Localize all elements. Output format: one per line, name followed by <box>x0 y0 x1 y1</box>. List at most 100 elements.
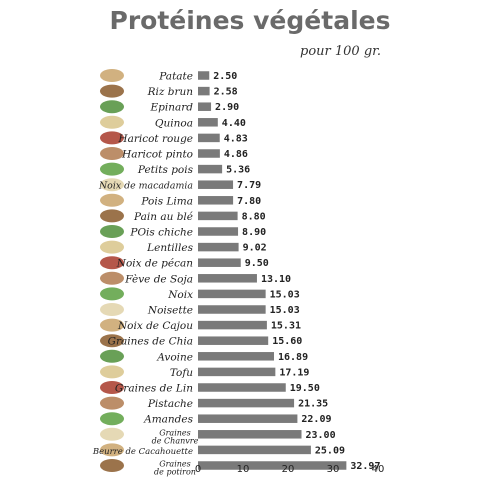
category-label: Noix de Cajou <box>117 320 193 332</box>
value-label: 15.03 <box>270 305 300 316</box>
bar <box>198 242 239 252</box>
value-label: 7.79 <box>237 180 261 191</box>
food-image <box>100 443 124 457</box>
food-image <box>100 178 124 192</box>
bar <box>198 414 298 423</box>
category-label: Riz brun <box>147 86 194 98</box>
bar <box>198 383 286 392</box>
value-label: 2.58 <box>214 87 238 98</box>
value-label: 25.09 <box>315 445 345 456</box>
food-image <box>100 115 124 129</box>
bar <box>198 102 212 111</box>
category-label: Quinoa <box>155 117 193 129</box>
food-image <box>100 459 124 472</box>
category-label: Graines de Chanvre <box>152 428 199 445</box>
x-tick-label: 0 <box>195 464 201 475</box>
category-label: Graines de potiron <box>154 460 196 477</box>
category-label: Noix de pécan <box>116 258 193 270</box>
food-image <box>100 381 124 394</box>
value-label: 8.80 <box>242 211 266 222</box>
category-label: Pois Lima <box>140 195 193 207</box>
bar <box>198 367 276 377</box>
x-tick-label: 10 <box>237 464 250 475</box>
bar <box>198 180 234 189</box>
food-image <box>100 84 124 98</box>
bar <box>198 320 267 330</box>
bar <box>198 289 266 299</box>
category-label: Avoine <box>156 351 193 363</box>
category-label: Noix de macadamia <box>98 181 193 192</box>
value-label: 5.36 <box>226 165 250 176</box>
food-image <box>100 147 124 160</box>
value-label: 32.97 <box>350 461 380 472</box>
value-label: 15.31 <box>271 321 301 332</box>
value-label: 8.90 <box>242 227 266 238</box>
category-label: Petits pois <box>137 164 194 176</box>
food-image <box>100 131 124 145</box>
food-image <box>100 225 124 238</box>
bar <box>198 164 223 174</box>
bar <box>198 133 220 143</box>
value-label: 4.83 <box>224 133 248 144</box>
category-label: Graines de Chia <box>108 336 193 348</box>
bar <box>198 227 239 236</box>
value-label: 15.03 <box>270 289 300 300</box>
chart-subtitle: pour 100 gr. <box>300 44 382 59</box>
food-image <box>100 193 124 207</box>
value-label: 7.80 <box>237 196 261 207</box>
bar <box>198 430 302 439</box>
category-label: Fève de Soja <box>124 273 193 285</box>
category-label: Pain au blé <box>133 211 193 223</box>
food-image <box>100 412 124 426</box>
food-image <box>100 100 124 114</box>
category-label: Haricot rouge <box>117 133 193 145</box>
food-image <box>100 318 124 332</box>
value-label: 4.86 <box>224 149 248 160</box>
value-label: 21.35 <box>298 399 328 410</box>
x-tick-label: 40 <box>372 464 385 475</box>
bar <box>198 211 238 221</box>
value-label: 19.50 <box>290 383 320 394</box>
chart-title: Protéines végétales <box>109 6 391 35</box>
bar <box>198 196 234 205</box>
value-label: 23.00 <box>306 430 336 441</box>
food-image <box>100 240 124 254</box>
value-label: 4.40 <box>222 118 246 129</box>
category-label: Epinard <box>149 102 193 114</box>
food-image <box>100 427 124 441</box>
bar <box>198 398 295 408</box>
food-image <box>100 162 124 176</box>
category-label: Tofu <box>170 367 193 379</box>
bar <box>198 461 347 470</box>
category-label: POis chiche <box>129 227 193 239</box>
food-image <box>100 209 124 223</box>
value-label: 2.90 <box>215 102 239 113</box>
bar <box>198 305 266 314</box>
food-image <box>100 271 124 285</box>
value-label: 2.50 <box>213 71 237 82</box>
food-image <box>100 396 124 410</box>
x-tick-label: 20 <box>282 464 295 475</box>
bar <box>198 118 218 127</box>
value-label: 17.19 <box>279 367 309 378</box>
bar <box>198 445 311 455</box>
category-label: Haricot pinto <box>121 149 193 161</box>
bar <box>198 258 241 267</box>
value-label: 9.50 <box>245 258 269 269</box>
bar <box>198 336 269 345</box>
bar <box>198 71 210 80</box>
food-image <box>100 334 124 348</box>
bar <box>198 352 275 361</box>
category-label: Noisette <box>147 305 193 317</box>
bar <box>198 274 257 283</box>
category-label: Patate <box>158 71 193 83</box>
category-label: Pistache <box>147 398 193 410</box>
x-tick-label: 30 <box>327 464 340 475</box>
bar <box>198 149 220 158</box>
food-image <box>100 349 124 363</box>
category-label: Lentilles <box>146 242 193 254</box>
value-label: 15.60 <box>272 336 302 347</box>
category-label: Amandes <box>143 414 193 426</box>
food-image <box>100 365 124 379</box>
category-label: Beurre de Cacahouette <box>92 447 193 457</box>
